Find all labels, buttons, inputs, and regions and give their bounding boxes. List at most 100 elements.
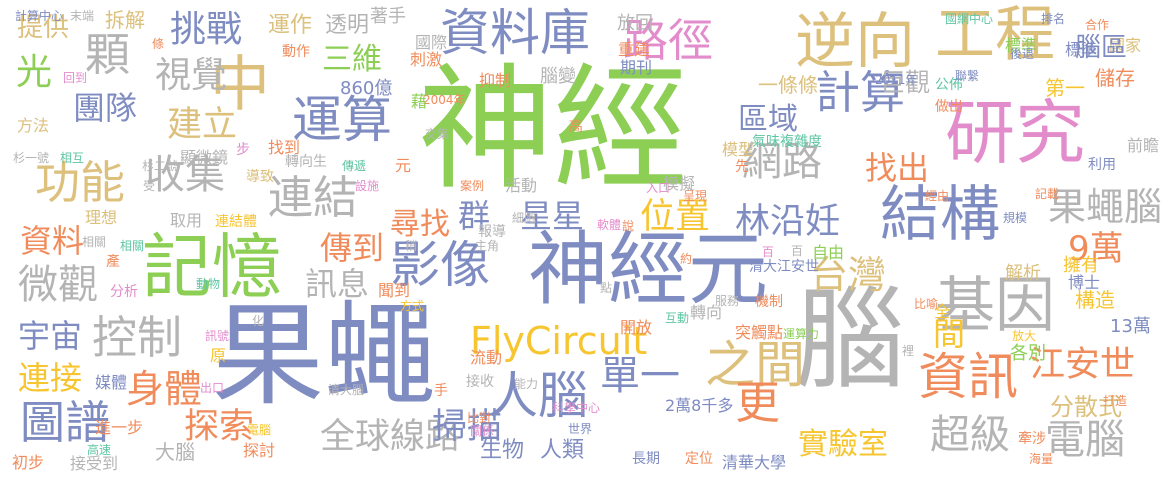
- cloud-word: 關係: [470, 424, 495, 438]
- cloud-word: 公佈: [935, 77, 963, 93]
- cloud-word: 人類: [540, 438, 585, 463]
- cloud-word: 突觸點: [735, 323, 784, 342]
- cloud-word: FlyCircuit: [470, 319, 648, 363]
- cloud-word: 訊息: [305, 265, 370, 303]
- cloud-word: 功能: [35, 156, 126, 209]
- cloud-word: 入口: [646, 181, 671, 195]
- cloud-word: 開放: [620, 318, 653, 337]
- cloud-word: 視覺: [155, 55, 228, 96]
- cloud-word: 海量: [1029, 452, 1054, 466]
- cloud-word: 記憶: [142, 226, 282, 308]
- cloud-word: 9萬: [1068, 229, 1124, 269]
- cloud-word: 連接: [18, 359, 83, 397]
- cloud-word: 流動: [470, 348, 503, 367]
- cloud-word: 連結體: [215, 214, 257, 230]
- cloud-word: 約: [680, 252, 693, 266]
- cloud-word: 運算: [292, 91, 392, 149]
- cloud-word: 末端: [70, 9, 95, 23]
- cloud-word: 尋找: [390, 207, 450, 242]
- cloud-word: 合作: [1085, 18, 1110, 32]
- cloud-word: 轉向生: [285, 154, 327, 170]
- cloud-word: 全球線路: [320, 417, 461, 457]
- cloud-word: 分析: [110, 284, 138, 300]
- cloud-word: 控制: [92, 311, 183, 364]
- cloud-word: 方法: [17, 116, 50, 135]
- cloud-word: 神經: [418, 51, 688, 208]
- cloud-word: 微觀: [18, 262, 98, 308]
- cloud-word: 基因: [935, 271, 1055, 341]
- cloud-word: 放回: [617, 13, 653, 34]
- cloud-word: 研究: [945, 92, 1085, 174]
- cloud-word: 拆解: [105, 8, 145, 32]
- cloud-word: 神經元: [528, 223, 768, 316]
- cloud-word: 說: [622, 219, 635, 233]
- cloud-word: 清華大學: [722, 453, 787, 472]
- cloud-word: 群: [458, 197, 491, 235]
- cloud-word: 腦區: [1075, 33, 1128, 63]
- cloud-word: 860億: [340, 78, 393, 99]
- cloud-word: 前瞻: [1127, 136, 1160, 155]
- cloud-word: 世界: [568, 422, 593, 436]
- cloud-word: 杉一號: [13, 151, 50, 165]
- cloud-word: 牽涉: [1018, 431, 1046, 447]
- cloud-word: 元: [395, 156, 412, 175]
- cloud-word: 原: [210, 346, 227, 365]
- cloud-word: 儲存: [1095, 66, 1135, 90]
- cloud-word: 軟體: [597, 218, 622, 232]
- cloud-word: 人腦: [488, 367, 588, 425]
- cloud-word: 百: [791, 244, 804, 258]
- cloud-word: 挑戰: [170, 9, 243, 50]
- cloud-word: 著手: [370, 6, 406, 27]
- cloud-word: 資訊: [918, 348, 1018, 406]
- cloud-word: 分散式: [1050, 393, 1122, 421]
- cloud-word: 2004年: [423, 93, 466, 107]
- cloud-word: 規模: [1003, 211, 1028, 225]
- cloud-word: 宇宙: [18, 317, 83, 355]
- cloud-word: 運作: [268, 13, 313, 38]
- cloud-word: 第一: [1045, 76, 1085, 100]
- cloud-word: 動物: [196, 277, 221, 291]
- cloud-word: 點: [600, 281, 613, 295]
- cloud-word: 裡: [902, 344, 915, 358]
- cloud-word: 結構: [880, 180, 1000, 250]
- cloud-word: 國際: [415, 33, 448, 52]
- cloud-word: 做出: [935, 99, 963, 115]
- cloud-word: 出口: [200, 381, 225, 395]
- cloud-word: 博士: [1068, 273, 1101, 292]
- cloud-word: 一條條: [758, 73, 818, 97]
- cloud-word: 標準: [1005, 36, 1038, 55]
- cloud-word: 生物: [480, 438, 525, 463]
- cloud-word: 化: [252, 314, 265, 328]
- cloud-word: 圖譜: [20, 396, 111, 449]
- cloud-word: 相互: [60, 151, 85, 165]
- cloud-word: 活動: [505, 176, 538, 195]
- cloud-word: 接收: [466, 374, 494, 390]
- cloud-word: 探索: [184, 407, 255, 447]
- cloud-word: 國家: [1109, 36, 1142, 55]
- cloud-word: 相關: [120, 239, 145, 253]
- cloud-word: 江安世: [1030, 345, 1136, 385]
- cloud-word: 理想: [85, 208, 118, 227]
- cloud-word: 擁有: [1063, 255, 1099, 276]
- cloud-word: 重建: [618, 40, 651, 59]
- cloud-word: 網路: [742, 139, 822, 185]
- cloud-word: 顆: [85, 28, 131, 81]
- cloud-word: 比喻: [914, 297, 939, 311]
- cloud-word: 提供: [17, 13, 70, 43]
- cloud-word: 初步: [12, 453, 45, 472]
- cloud-word: 媒體: [95, 373, 128, 392]
- cloud-word: 掃描: [432, 407, 503, 447]
- cloud-word: 受: [143, 179, 156, 193]
- cloud-word: 主角: [475, 239, 500, 253]
- cloud-word: 接受到: [70, 454, 119, 473]
- cloud-word: 顯微鏡: [180, 148, 229, 167]
- cloud-word: 各別: [1010, 343, 1046, 364]
- cloud-word: 工程: [935, 0, 1055, 70]
- cloud-word: 星星: [520, 197, 585, 235]
- cloud-word: 單一: [600, 353, 680, 399]
- cloud-word: 定位: [685, 451, 713, 467]
- cloud-word: 電腦: [1045, 417, 1125, 463]
- cloud-word: 中: [210, 50, 270, 120]
- cloud-word: 導致: [246, 169, 274, 185]
